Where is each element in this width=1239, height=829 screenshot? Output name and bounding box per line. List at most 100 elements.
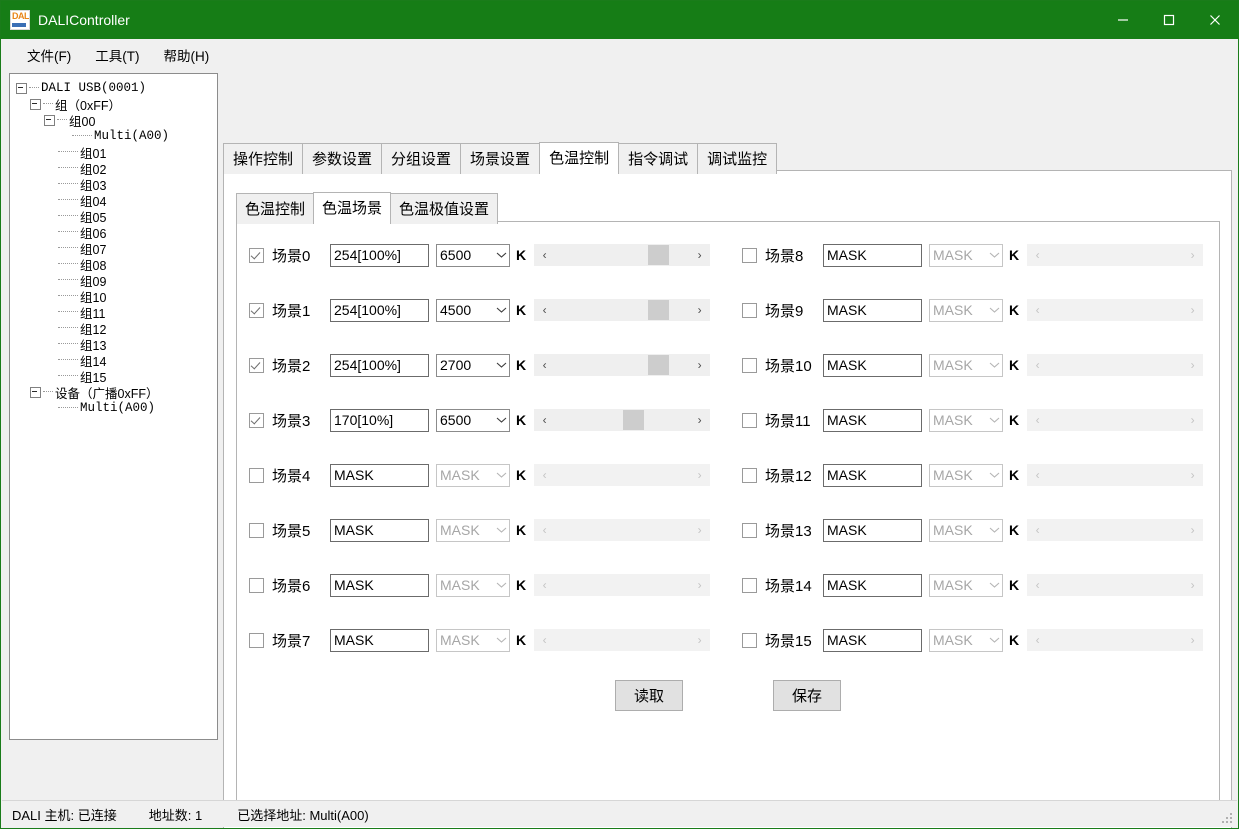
tree-node[interactable]: 组03	[16, 176, 217, 193]
scene-level-input[interactable]	[823, 408, 922, 432]
slider-left-arrow-icon[interactable]: ‹	[542, 633, 547, 647]
tree-node[interactable]: 组15	[16, 368, 217, 385]
tree-node[interactable]: 组09	[16, 272, 217, 289]
scene-kelvin-select[interactable]: 6500	[436, 243, 510, 267]
scene-kelvin-slider[interactable]: ‹ ›	[1027, 574, 1204, 596]
scene-level-input[interactable]	[330, 298, 429, 322]
menu-tools[interactable]: 工具(T)	[95, 49, 140, 64]
slider-left-arrow-icon[interactable]: ‹	[1035, 413, 1040, 427]
tree-node[interactable]: 组08	[16, 256, 217, 273]
tab-4[interactable]: 色温控制	[539, 142, 620, 174]
tree-node[interactable]: 组（0xFF）	[16, 96, 217, 113]
tree-expander-minus-icon[interactable]	[44, 114, 55, 126]
slider-left-arrow-icon[interactable]: ‹	[1035, 468, 1040, 482]
slider-left-arrow-icon[interactable]: ‹	[542, 358, 547, 372]
scene-enable-checkbox[interactable]	[249, 467, 264, 483]
scene-enable-checkbox[interactable]	[742, 412, 757, 428]
scene-kelvin-slider[interactable]: ‹ ›	[1027, 409, 1204, 431]
tab-6[interactable]: 调试监控	[697, 143, 778, 174]
scene-enable-checkbox[interactable]	[249, 522, 264, 538]
slider-right-arrow-icon[interactable]: ›	[1190, 633, 1195, 647]
scene-enable-checkbox[interactable]	[742, 467, 757, 483]
tree-node[interactable]: 组14	[16, 352, 217, 369]
slider-left-arrow-icon[interactable]: ‹	[542, 303, 547, 317]
scene-kelvin-slider[interactable]: ‹ ›	[1027, 244, 1204, 266]
scene-kelvin-slider[interactable]: ‹ ›	[534, 629, 711, 651]
tree-expander-minus-icon[interactable]	[16, 82, 27, 94]
scene-enable-checkbox[interactable]	[249, 247, 264, 263]
device-tree-panel[interactable]: DALI USB(0001) 组（0xFF） 组00 Multi(A00) 组01 组02…	[9, 73, 218, 740]
scene-level-input[interactable]	[823, 573, 922, 597]
minimize-icon[interactable]	[1100, 1, 1146, 39]
slider-thumb[interactable]	[647, 300, 669, 320]
scene-kelvin-slider[interactable]: ‹ ›	[534, 299, 711, 321]
scene-level-input[interactable]	[330, 573, 429, 597]
tab-5[interactable]: 指令调试	[618, 143, 699, 174]
scene-kelvin-select[interactable]: MASK	[436, 518, 510, 542]
slider-left-arrow-icon[interactable]: ‹	[542, 413, 547, 427]
scene-kelvin-slider[interactable]: ‹ ›	[1027, 519, 1204, 541]
tab-1[interactable]: 参数设置	[302, 143, 383, 174]
slider-left-arrow-icon[interactable]: ‹	[1035, 358, 1040, 372]
scene-kelvin-select[interactable]: MASK	[436, 628, 510, 652]
scene-level-input[interactable]	[823, 243, 922, 267]
tree-node[interactable]: 组02	[16, 160, 217, 177]
scene-enable-checkbox[interactable]	[742, 247, 757, 263]
scene-kelvin-slider[interactable]: ‹ ›	[534, 244, 711, 266]
scene-enable-checkbox[interactable]	[249, 577, 264, 593]
tree-node[interactable]: Multi(A00)	[16, 400, 217, 416]
scene-level-input[interactable]	[823, 298, 922, 322]
slider-right-arrow-icon[interactable]: ›	[1190, 358, 1195, 372]
scene-kelvin-slider[interactable]: ‹ ›	[534, 354, 711, 376]
slider-left-arrow-icon[interactable]: ‹	[1035, 523, 1040, 537]
scene-kelvin-select[interactable]: MASK	[929, 573, 1003, 597]
scene-enable-checkbox[interactable]	[249, 412, 264, 428]
slider-thumb[interactable]	[647, 355, 669, 375]
scene-kelvin-slider[interactable]: ‹ ›	[1027, 629, 1204, 651]
scene-kelvin-slider[interactable]: ‹ ›	[1027, 464, 1204, 486]
slider-right-arrow-icon[interactable]: ›	[1190, 468, 1195, 482]
tab-0[interactable]: 操作控制	[223, 143, 304, 174]
menu-help[interactable]: 帮助(H)	[163, 49, 210, 64]
slider-left-arrow-icon[interactable]: ‹	[1035, 248, 1040, 262]
scene-level-input[interactable]	[330, 243, 429, 267]
scene-level-input[interactable]	[330, 353, 429, 377]
tree-node[interactable]: 组04	[16, 192, 217, 209]
scene-enable-checkbox[interactable]	[742, 522, 757, 538]
slider-thumb[interactable]	[622, 410, 644, 430]
tree-node[interactable]: 组06	[16, 224, 217, 241]
scene-kelvin-slider[interactable]: ‹ ›	[534, 519, 711, 541]
slider-right-arrow-icon[interactable]: ›	[697, 248, 702, 262]
maximize-icon[interactable]	[1146, 1, 1192, 39]
scene-kelvin-select[interactable]: MASK	[929, 243, 1003, 267]
scene-kelvin-slider[interactable]: ‹ ›	[1027, 299, 1204, 321]
slider-right-arrow-icon[interactable]: ›	[697, 358, 702, 372]
scene-kelvin-select[interactable]: MASK	[929, 353, 1003, 377]
tree-node[interactable]: 组07	[16, 240, 217, 257]
scene-level-input[interactable]	[330, 408, 429, 432]
scene-kelvin-select[interactable]: MASK	[929, 298, 1003, 322]
slider-right-arrow-icon[interactable]: ›	[1190, 303, 1195, 317]
tree-expander-minus-icon[interactable]	[30, 98, 41, 110]
tree-node[interactable]: 组10	[16, 288, 217, 305]
tab-2[interactable]: 分组设置	[381, 143, 462, 174]
scene-level-input[interactable]	[823, 353, 922, 377]
scene-enable-checkbox[interactable]	[742, 577, 757, 593]
slider-right-arrow-icon[interactable]: ›	[1190, 523, 1195, 537]
subtab-0[interactable]: 色温控制	[236, 193, 315, 224]
slider-right-arrow-icon[interactable]: ›	[697, 303, 702, 317]
scene-enable-checkbox[interactable]	[742, 357, 757, 373]
tree-node[interactable]: 组00	[16, 112, 217, 129]
tree-node[interactable]: Multi(A00)	[16, 128, 217, 144]
scene-enable-checkbox[interactable]	[742, 302, 757, 318]
scene-kelvin-select[interactable]: 6500	[436, 408, 510, 432]
slider-right-arrow-icon[interactable]: ›	[697, 523, 702, 537]
tab-3[interactable]: 场景设置	[460, 143, 541, 174]
scene-level-input[interactable]	[330, 518, 429, 542]
slider-left-arrow-icon[interactable]: ‹	[542, 248, 547, 262]
scene-level-input[interactable]	[823, 463, 922, 487]
scene-kelvin-slider[interactable]: ‹ ›	[534, 409, 711, 431]
scene-enable-checkbox[interactable]	[249, 632, 264, 648]
tree-node[interactable]: DALI USB(0001)	[16, 80, 217, 96]
scene-enable-checkbox[interactable]	[249, 357, 264, 373]
